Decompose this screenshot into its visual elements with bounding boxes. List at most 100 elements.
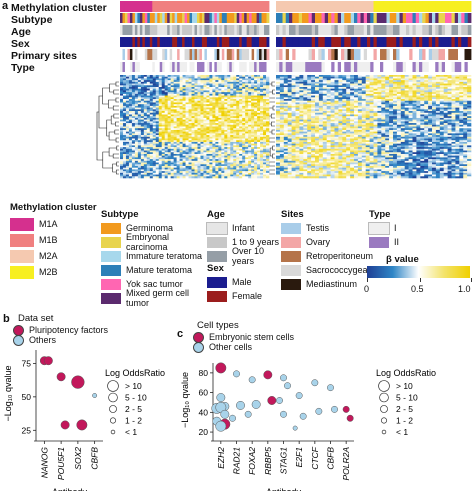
annotation-cell [184,62,188,72]
heatmap-cell [263,157,267,160]
annotation-cell [448,49,452,60]
annotation-cell [184,1,188,12]
annotation-cell [244,62,248,72]
heatmap-cell [170,153,174,156]
heatmap-cell [369,105,374,108]
heatmap-cell [248,92,252,95]
annotation-cell [144,13,148,23]
heatmap-cell [369,93,374,96]
annotation-cell [454,49,459,60]
heatmap-cell [122,147,127,150]
heatmap-cell [346,81,351,84]
heatmap-cell [200,150,204,153]
heatmap-cell [182,97,186,100]
heatmap-cell [245,160,249,163]
annotation-cell [132,1,136,12]
heatmap-cell [203,75,207,78]
heatmap-cell [185,131,189,134]
annotation-cell [129,25,133,35]
heatmap-cell [158,105,163,108]
heatmap-cell [134,143,139,146]
heatmap-cell [326,102,331,105]
heatmap-cell [194,155,198,158]
heatmap-cell [161,147,165,150]
heatmap-cell [365,95,370,98]
heatmap-cell [224,87,228,90]
heatmap-cell [373,107,378,110]
heatmap-cell [167,157,171,160]
heatmap-cell [206,114,210,117]
heatmap-cell [266,167,270,170]
heatmap-cell [218,153,222,156]
heatmap-cell [263,76,267,79]
heatmap-cell [134,126,139,129]
annotation-cell [264,1,267,12]
heatmap-cell [176,147,180,150]
annotation-cell [137,62,141,72]
heatmap-cell [242,80,246,83]
heatmap-cell [140,85,145,88]
heatmap-cell [326,88,331,91]
heatmap-cell [146,119,151,122]
annotation-cell [279,13,283,23]
annotation-cell [179,37,183,47]
annotation-cell [445,62,449,72]
heatmap-cell [326,92,331,95]
heatmap-cell [239,83,243,86]
heatmap-cell [408,83,413,86]
heatmap-cell [203,126,207,129]
heatmap-cell [182,78,186,81]
heatmap-cell [365,111,370,114]
heatmap-cell [140,160,145,163]
annotation-cell [448,1,452,12]
heatmap-cell [167,75,171,78]
heatmap-cell [128,169,133,172]
heatmap-cell [239,153,243,156]
heatmap-cell [197,162,201,165]
heatmap-cell [155,75,160,78]
heatmap-cell [143,174,148,177]
heatmap-cell [197,150,201,153]
heatmap-cell [338,102,343,105]
heatmap-cell [212,141,216,144]
heatmap-cell [182,131,186,134]
heatmap-cell [338,80,343,83]
heatmap-cell [233,83,237,86]
annotation-cell [147,37,151,47]
heatmap-cell [149,153,154,156]
heatmap-cell [224,150,228,153]
heatmap-cell [230,99,234,102]
heatmap-cell [303,104,308,107]
heatmap-cell [251,123,255,126]
annotation-cell [221,37,225,47]
heatmap-cell [125,136,130,139]
heatmap-cell [167,100,171,103]
heatmap-cell [131,78,136,81]
heatmap-cell [251,104,255,107]
annotation-cell [241,1,245,12]
heatmap-cell [206,143,210,146]
heatmap-cell [230,81,234,84]
heatmap-cell [242,138,246,141]
heatmap-cell [176,172,180,175]
heatmap-cell [221,167,225,170]
heatmap-cell [137,138,142,141]
heatmap-cell [334,111,339,114]
heatmap-cell [377,81,382,84]
heatmap-cell [257,75,261,78]
heatmap-cell [451,112,456,115]
heatmap-cell [122,152,127,155]
heatmap-cell [149,160,154,163]
annotation-cell [396,13,400,23]
heatmap-cell [242,124,246,127]
heatmap-cell [400,87,405,90]
annotation-cell [199,25,203,35]
heatmap-cell [257,159,261,162]
heatmap-cell [188,148,192,151]
heatmap-cell [149,131,154,134]
heatmap-cell [350,87,355,90]
heatmap-cell [194,116,198,119]
heatmap-cell [251,138,255,141]
heatmap-cell [424,104,429,107]
heatmap-cell [299,112,304,115]
